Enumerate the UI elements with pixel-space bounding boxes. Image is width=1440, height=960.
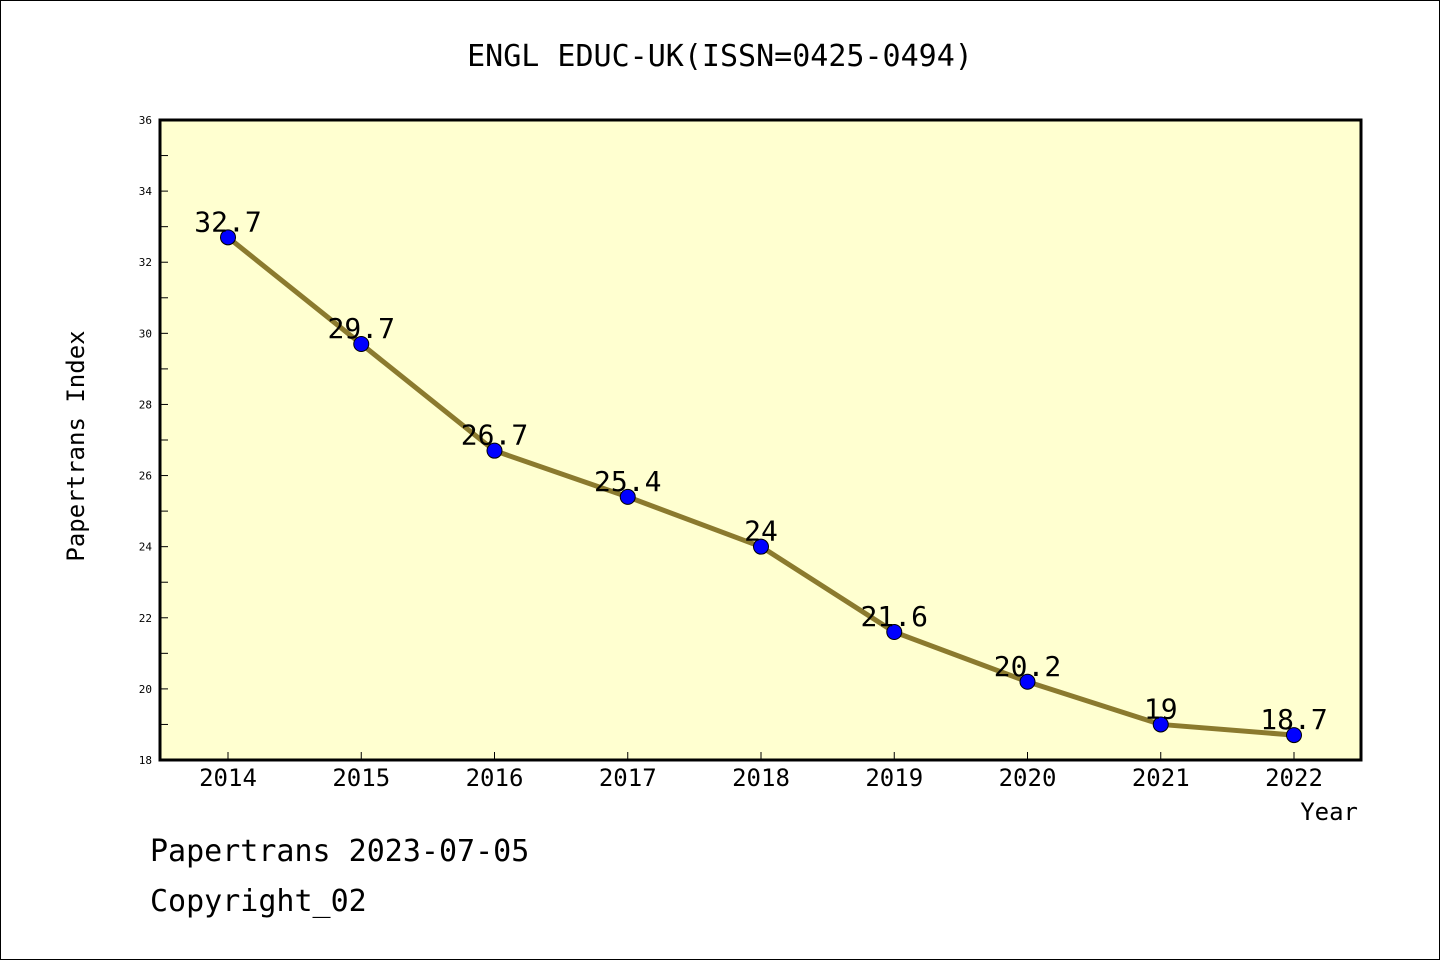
y-tick-label: 32 <box>139 256 152 269</box>
x-tick-label: 2021 <box>1132 764 1190 792</box>
data-point <box>619 488 636 505</box>
y-tick-label: 26 <box>139 470 152 483</box>
data-label: 20.2 <box>994 650 1061 683</box>
data-label: 24 <box>744 515 778 548</box>
data-label: 26.7 <box>461 419 528 452</box>
x-tick-label: 2014 <box>199 764 257 792</box>
y-tick-label: 24 <box>139 541 153 554</box>
data-point <box>486 442 503 459</box>
data-point <box>1152 716 1169 733</box>
data-point <box>353 336 370 352</box>
y-tick-label: 20 <box>139 683 152 696</box>
data-label: 19 <box>1144 692 1178 725</box>
data-point <box>753 538 769 555</box>
footer-date: Papertrans 2023-07-05 <box>150 834 530 869</box>
data-label: 29.7 <box>328 312 395 345</box>
x-axis-label: Year <box>1300 798 1358 826</box>
x-tick-label: 2016 <box>466 764 524 792</box>
data-label: 21.6 <box>861 600 928 633</box>
x-tick-label: 2022 <box>1265 764 1323 792</box>
plot-border <box>158 118 1363 762</box>
x-tick-label: 2019 <box>865 764 923 792</box>
data-label: 25.4 <box>594 465 661 498</box>
x-tick-label: 2020 <box>999 764 1057 792</box>
x-tick-label: 2015 <box>332 764 390 792</box>
chart-title: ENGL EDUC-UK(ISSN=0425-0494) <box>467 39 973 74</box>
footer-copyright: Copyright_02 <box>150 884 367 919</box>
y-tick-label: 34 <box>139 185 153 198</box>
y-tick-label: 30 <box>139 327 152 340</box>
data-point <box>886 624 903 640</box>
data-point <box>1286 727 1302 744</box>
data-label: 32.7 <box>194 205 261 238</box>
data-point <box>220 229 236 246</box>
data-point <box>1019 673 1036 690</box>
plot-area <box>160 120 1361 760</box>
y-tick-label: 36 <box>139 114 152 127</box>
y-tick-label: 18 <box>139 754 152 767</box>
y-tick-label: 28 <box>139 398 152 411</box>
data-label: 18.7 <box>1260 703 1327 736</box>
x-tick-label: 2017 <box>599 764 657 792</box>
y-axis-label: Papertrans Index <box>62 330 90 561</box>
x-tick-label: 2018 <box>732 764 790 792</box>
y-tick-label: 22 <box>139 612 152 625</box>
